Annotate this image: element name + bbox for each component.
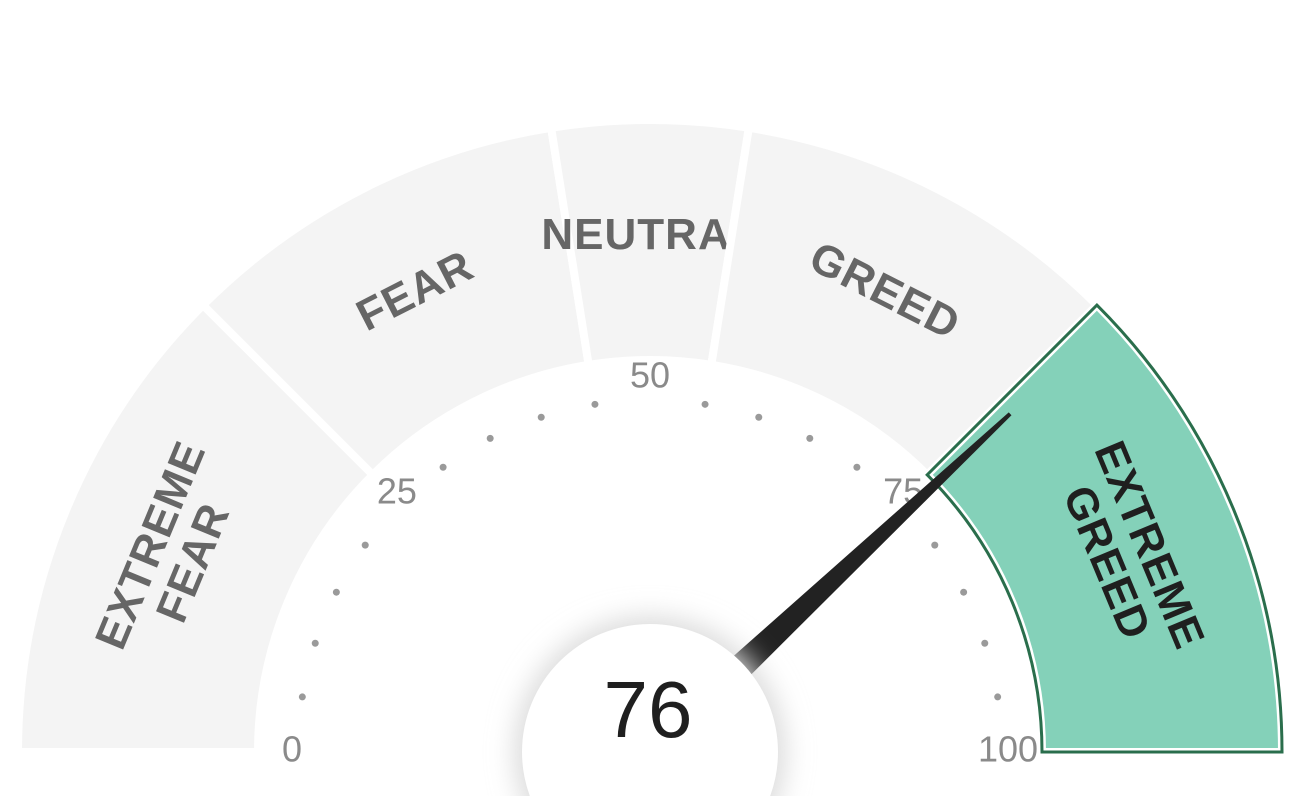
gauge-segment xyxy=(13,299,379,756)
tick-dot xyxy=(981,639,989,647)
tick-dot xyxy=(591,400,599,408)
tick-dot xyxy=(537,413,545,421)
tick-dot xyxy=(853,463,861,471)
tick-dot xyxy=(361,541,369,549)
tick-label: 100 xyxy=(978,729,1038,770)
gauge-value: 76 xyxy=(604,665,693,754)
tick-dot xyxy=(332,588,340,596)
needle-group xyxy=(727,412,1012,681)
tick-label: 50 xyxy=(630,355,670,396)
tick-dot xyxy=(960,588,968,596)
tick-dot xyxy=(755,413,763,421)
tick-dot xyxy=(701,400,709,408)
tick-dot xyxy=(931,541,939,549)
segment-label: NEUTRAL xyxy=(541,210,758,259)
segment-label-line: NEUTRAL xyxy=(541,210,758,259)
tick-dot xyxy=(298,693,306,701)
active-segment-outline xyxy=(925,302,1284,754)
tick-dot xyxy=(486,434,494,442)
tick-label: 25 xyxy=(377,471,417,512)
tick-dot xyxy=(439,463,447,471)
needle xyxy=(727,412,1012,681)
center-disc xyxy=(522,624,778,796)
tick-label: 0 xyxy=(282,729,302,770)
tick-dot xyxy=(994,693,1002,701)
tick-dot xyxy=(311,639,319,647)
tick-dot xyxy=(806,434,814,442)
